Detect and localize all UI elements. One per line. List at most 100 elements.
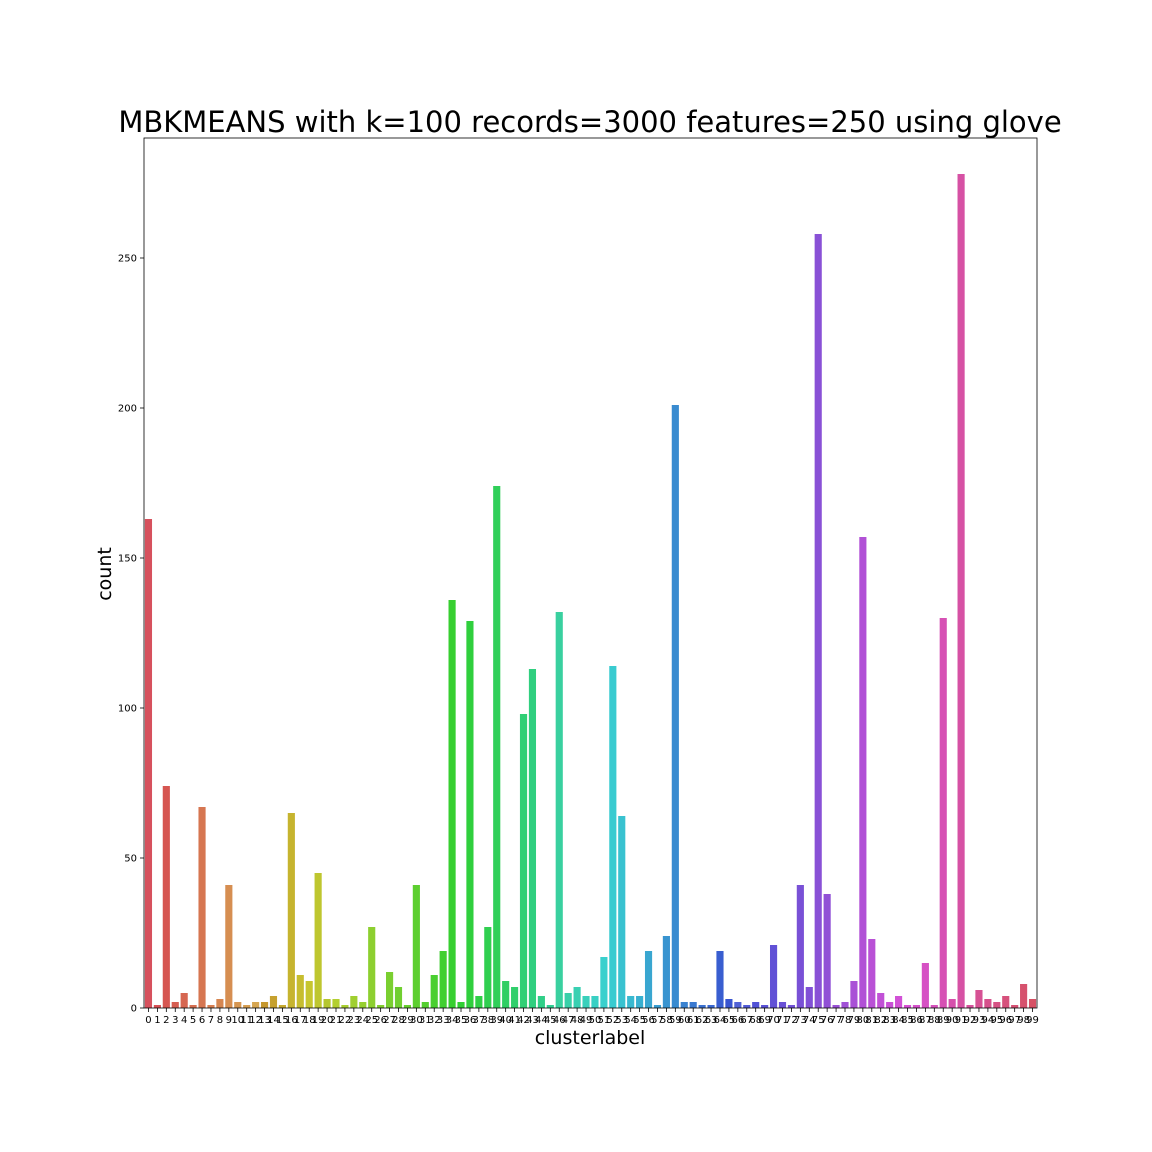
bar-96 (1002, 996, 1010, 1008)
bar-32 (430, 975, 438, 1008)
bar-53 (618, 816, 626, 1008)
x-tick-label: 55 (633, 1015, 646, 1026)
bar-76 (823, 894, 831, 1008)
x-tick-label: 90 (946, 1015, 959, 1026)
bar-94 (984, 999, 992, 1008)
x-tick-label: 54 (624, 1015, 637, 1026)
bar-81 (868, 939, 876, 1008)
x-tick-label: 40 (499, 1015, 512, 1026)
x-tick-label: 50 (589, 1015, 602, 1026)
plot-frame (143, 137, 1038, 1009)
x-tick-label: 78 (839, 1015, 852, 1026)
bar-58 (662, 936, 670, 1008)
x-tick-label: 82 (874, 1015, 887, 1026)
x-tick-label: 27 (383, 1015, 396, 1026)
x-tick-label: 0 (145, 1015, 151, 1026)
bar-80 (859, 537, 867, 1008)
x-tick-label: 56 (642, 1015, 655, 1026)
bar-18 (305, 981, 313, 1008)
x-tick-label: 2 (163, 1015, 169, 1026)
x-tick-label: 31 (419, 1015, 432, 1026)
bar-34 (448, 600, 456, 1008)
bar-91 (957, 174, 965, 1008)
x-tick-label: 8 (217, 1015, 223, 1026)
x-tick-label: 18 (303, 1015, 316, 1026)
bar-89 (939, 618, 947, 1008)
y-axis: 0 50 100 150 200 250 (118, 254, 144, 1015)
x-tick-label: 23 (347, 1015, 360, 1026)
x-tick-label: 46 (553, 1015, 566, 1026)
x-tick-label: 32 (428, 1015, 441, 1026)
x-tick-label: 13 (258, 1015, 271, 1026)
x-tick-label: 12 (249, 1015, 262, 1026)
bar-35 (457, 1002, 465, 1008)
bar-59 (671, 405, 679, 1008)
bar-30 (412, 885, 420, 1008)
bar-10 (234, 1002, 242, 1008)
x-tick-label: 85 (901, 1015, 914, 1026)
x-tick-label: 10 (231, 1015, 244, 1026)
bar-97 (1011, 1005, 1019, 1008)
bar-7 (207, 1005, 215, 1008)
bar-40 (502, 981, 510, 1008)
bar-72 (787, 1005, 795, 1008)
x-tick-label: 17 (294, 1015, 307, 1026)
x-tick-label: 34 (446, 1015, 459, 1026)
x-tick-label: 35 (455, 1015, 468, 1026)
x-axis: 0 1 2 3 4 5 6 7 8 9 101112131415161718192021222324… (145, 1008, 1039, 1026)
x-tick-label: 19 (312, 1015, 325, 1026)
x-tick-label: 33 (437, 1015, 450, 1026)
bar-17 (296, 975, 304, 1008)
bar-21 (332, 999, 340, 1008)
bar-33 (439, 951, 447, 1008)
bar-61 (689, 1002, 697, 1008)
x-tick-label: 99 (1026, 1015, 1039, 1026)
bar-73 (796, 885, 804, 1008)
bar-69 (761, 1005, 769, 1008)
bars-group (144, 174, 1037, 1008)
bar-38 (484, 927, 492, 1008)
bar-50 (591, 996, 599, 1008)
bar-95 (993, 1002, 1001, 1008)
bar-52 (609, 666, 617, 1008)
bar-39 (493, 486, 501, 1008)
x-tick-label: 77 (830, 1015, 843, 1026)
bar-28 (394, 987, 403, 1008)
bar-67 (743, 1005, 751, 1008)
bar-6 (198, 807, 206, 1008)
bar-13 (260, 1002, 269, 1008)
bar-19 (314, 873, 322, 1008)
y-tick-label: 200 (118, 404, 137, 415)
x-tick-label: 45 (544, 1015, 557, 1026)
x-tick-label: 89 (937, 1015, 950, 1026)
bar-82 (877, 993, 885, 1008)
bar-23 (350, 996, 358, 1008)
x-tick-label: 15 (276, 1015, 289, 1026)
x-tick-label: 5 (190, 1015, 196, 1026)
bar-0 (144, 519, 153, 1008)
x-tick-label: 38 (481, 1015, 494, 1026)
x-tick-label: 63 (705, 1015, 718, 1026)
bar-71 (778, 1002, 787, 1008)
bar-98 (1020, 984, 1028, 1008)
bar-16 (287, 813, 295, 1008)
x-tick-label: 1 (154, 1015, 160, 1026)
bar-87 (921, 963, 929, 1008)
y-tick-label: 150 (118, 554, 137, 565)
x-tick-label: 69 (758, 1015, 771, 1026)
bar-2 (162, 786, 170, 1008)
bar-45 (546, 1005, 554, 1008)
x-tick-label: 28 (392, 1015, 405, 1026)
bar-8 (216, 999, 224, 1008)
bar-86 (912, 1005, 921, 1008)
bar-25 (368, 927, 376, 1008)
x-tick-label: 43 (526, 1015, 539, 1026)
x-tick-label: 72 (785, 1015, 798, 1026)
bar-57 (653, 1005, 662, 1008)
x-tick-label: 92 (964, 1015, 977, 1026)
bar-79 (850, 981, 858, 1008)
x-tick-label: 83 (883, 1015, 896, 1026)
x-tick-label: 49 (580, 1015, 593, 1026)
x-tick-label: 73 (794, 1015, 807, 1026)
bar-83 (886, 1002, 894, 1008)
